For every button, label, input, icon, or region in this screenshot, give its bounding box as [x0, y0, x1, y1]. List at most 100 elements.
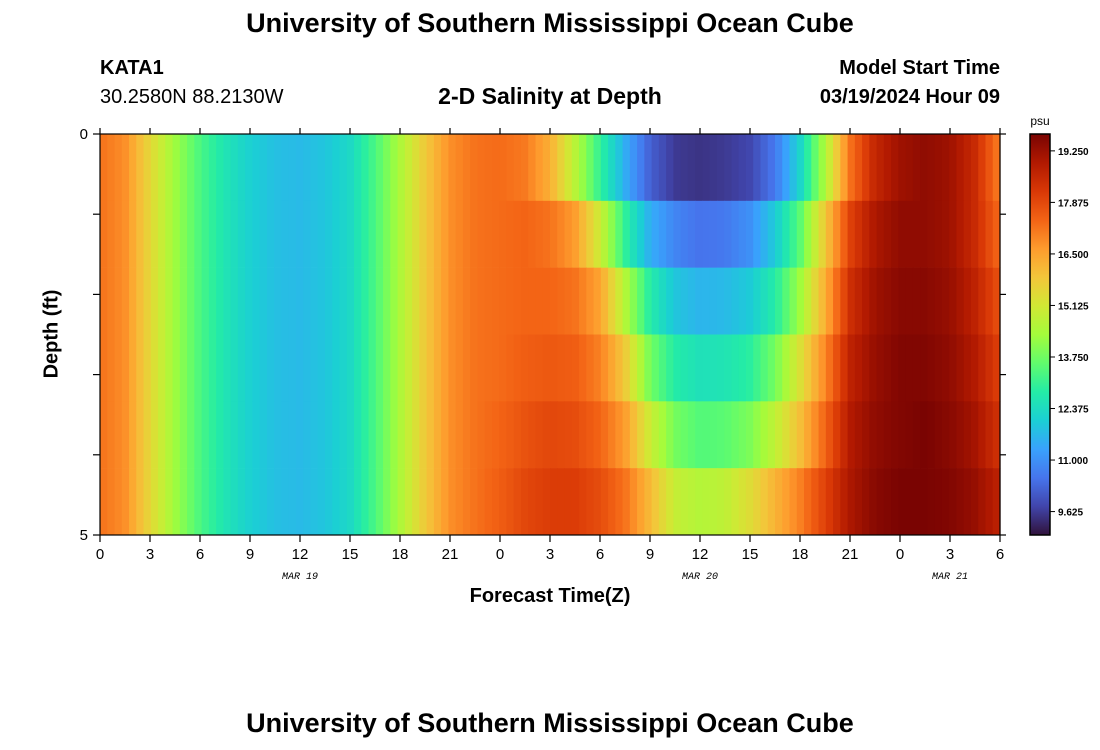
heatmap-cell: [346, 267, 355, 335]
heatmap-cell: [608, 200, 616, 268]
heatmap-cell: [898, 334, 907, 402]
heatmap-cell: [216, 134, 224, 202]
heatmap-cell: [579, 334, 587, 402]
heatmap-cell: [782, 334, 791, 402]
heatmap-cell: [245, 134, 254, 202]
x-tick-label: 21: [842, 546, 859, 563]
heatmap-cell: [557, 267, 566, 335]
heatmap-cell: [840, 401, 849, 469]
heatmap-cell: [767, 334, 776, 402]
heatmap-cell: [201, 334, 210, 402]
heatmap-cell: [259, 468, 268, 536]
heatmap-cell: [397, 401, 406, 469]
heatmap-cell: [825, 267, 834, 335]
x-tick-label: 6: [196, 546, 204, 563]
heatmap-cell: [223, 134, 232, 202]
heatmap-cell: [317, 401, 326, 469]
heatmap-cell: [274, 334, 283, 402]
heatmap-cell: [898, 401, 907, 469]
heatmap-cell: [397, 200, 406, 268]
heatmap-cell: [956, 267, 965, 335]
heatmap-cell: [782, 200, 791, 268]
heatmap-cell: [745, 267, 754, 335]
heatmap-cell: [317, 334, 326, 402]
heatmap-cell: [535, 267, 544, 335]
heatmap-cell: [600, 401, 609, 469]
heatmap-cell: [375, 200, 384, 268]
heatmap-cell: [876, 401, 885, 469]
heatmap-cell: [862, 468, 870, 536]
heatmap-cell: [622, 401, 631, 469]
heatmap-cell: [804, 468, 812, 536]
heatmap-cell: [470, 334, 479, 402]
heatmap-cell: [978, 334, 987, 402]
heatmap-cell: [637, 334, 645, 402]
heatmap-cell: [891, 401, 899, 469]
heatmap-cell: [847, 267, 856, 335]
heatmap-cell: [165, 200, 174, 268]
heatmap-cell: [477, 134, 486, 202]
heatmap-cell: [455, 401, 464, 469]
heatmap-cell: [644, 267, 653, 335]
heatmap-cell: [658, 200, 667, 268]
heatmap-cell: [949, 334, 958, 402]
heatmap-cell: [905, 134, 914, 202]
heatmap-cell: [658, 134, 667, 202]
heatmap-cell: [775, 334, 783, 402]
heatmap-cell: [731, 401, 740, 469]
heatmap-cell: [876, 267, 885, 335]
heatmap-cell: [252, 401, 261, 469]
heatmap-cell: [179, 334, 188, 402]
heatmap-cell: [724, 334, 733, 402]
heatmap-cell: [223, 334, 232, 402]
heatmap-cell: [615, 134, 624, 202]
heatmap-cell: [970, 401, 979, 469]
page-title-repeat: University of Southern Mississippi Ocean…: [246, 708, 854, 738]
heatmap-cell: [571, 334, 580, 402]
heatmap-cell: [883, 200, 892, 268]
y-tick-label: 0: [80, 126, 88, 143]
heatmap-cell: [129, 200, 137, 268]
heatmap-cell: [949, 401, 958, 469]
heatmap-cell: [426, 200, 435, 268]
heatmap-cell: [673, 468, 682, 536]
heatmap-cell: [941, 334, 950, 402]
heatmap-cell: [847, 334, 856, 402]
heatmap-cell: [114, 267, 123, 335]
heatmap-cell: [295, 401, 304, 469]
heatmap-cell: [208, 401, 217, 469]
heatmap-cell: [317, 200, 326, 268]
heatmap-cell: [216, 200, 224, 268]
heatmap-cell: [506, 134, 515, 202]
heatmap-cell: [600, 134, 609, 202]
heatmap-cell: [288, 468, 297, 536]
heatmap-cell: [687, 334, 696, 402]
heatmap-cell: [100, 200, 108, 268]
heatmap-cell: [673, 334, 682, 402]
heatmap-cell: [651, 134, 660, 202]
heatmap-cell: [187, 267, 195, 335]
heatmap-cell: [361, 134, 370, 202]
heatmap-cell: [484, 200, 493, 268]
heatmap-cell: [100, 267, 108, 335]
heatmap-cell: [136, 267, 145, 335]
heatmap-cell: [245, 468, 254, 536]
heatmap-cell: [259, 267, 268, 335]
heatmap-cell: [557, 334, 566, 402]
heatmap-cell: [586, 200, 595, 268]
heatmap-cell: [760, 200, 769, 268]
heatmap-cell: [673, 134, 682, 202]
heatmap-cell: [644, 401, 653, 469]
heatmap-cell: [259, 200, 268, 268]
heatmap-cell: [295, 334, 304, 402]
heatmap-cell: [339, 267, 348, 335]
heatmap-cell: [753, 334, 762, 402]
heatmap-cell: [281, 134, 290, 202]
heatmap-cell: [419, 334, 428, 402]
heatmap-cell: [441, 200, 449, 268]
heatmap-cell: [448, 401, 457, 469]
heatmap-cell: [491, 334, 500, 402]
heatmap-cell: [194, 200, 203, 268]
heatmap-cell: [107, 334, 116, 402]
heatmap-cell: [419, 134, 428, 202]
